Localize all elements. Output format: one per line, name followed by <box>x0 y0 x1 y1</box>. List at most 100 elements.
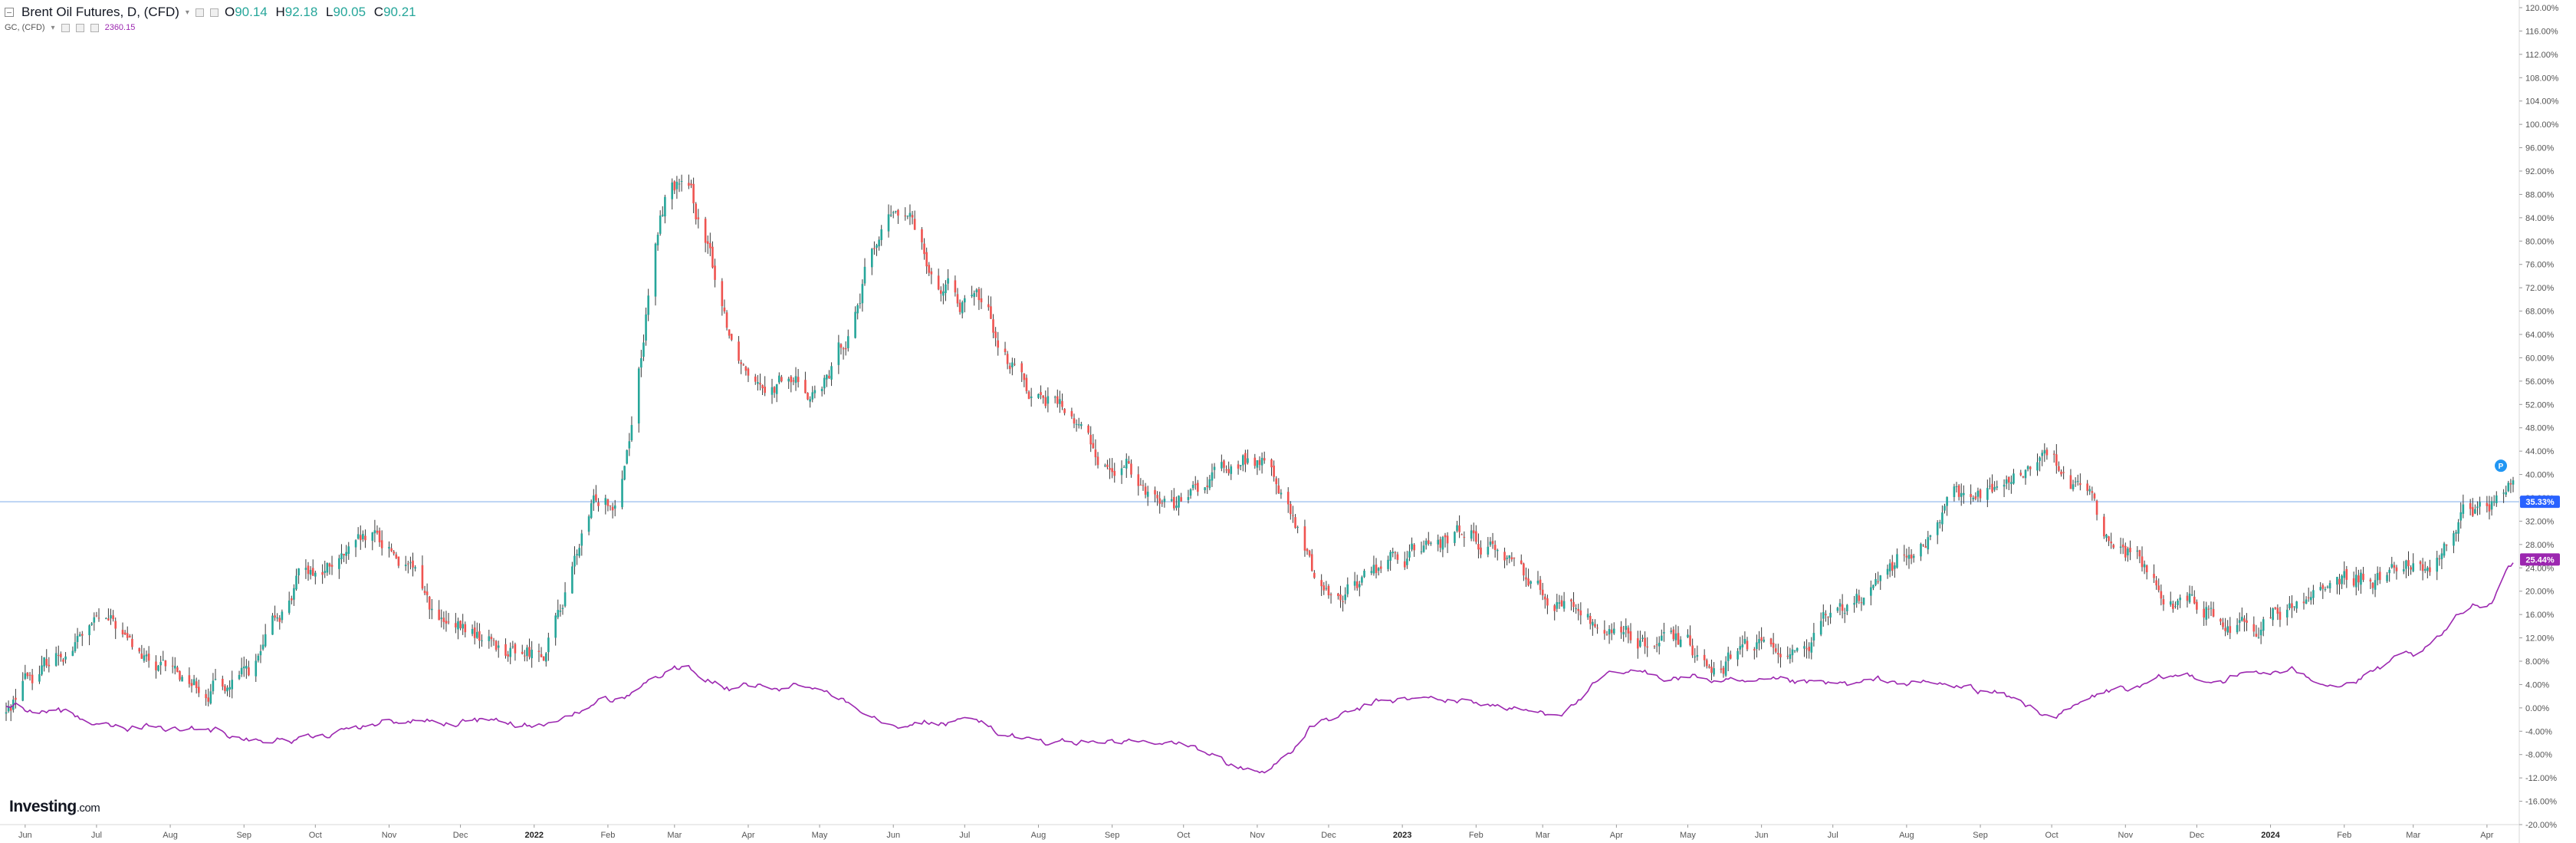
candle-body <box>455 623 457 627</box>
candle-body <box>1862 598 1865 605</box>
close-icon[interactable] <box>90 23 99 32</box>
candle-body <box>1710 667 1713 673</box>
candle-body <box>958 302 961 312</box>
x-tick-label: Oct <box>1177 831 1190 840</box>
candle-body <box>1838 603 1842 607</box>
candle-body <box>2495 495 2498 503</box>
candle-body <box>376 530 379 533</box>
candle-body <box>2471 507 2474 516</box>
x-tick-label: Jun <box>1755 831 1769 840</box>
candle-body <box>1727 652 1730 661</box>
candle-body <box>956 294 959 304</box>
x-tick-label: Aug <box>1031 831 1046 840</box>
candle-body <box>2443 543 2446 556</box>
eye-icon[interactable] <box>75 23 84 32</box>
candle-body <box>1337 593 1339 597</box>
candle-body <box>1907 555 1911 559</box>
x-tick-label: Nov <box>1250 831 1265 840</box>
candle-body <box>897 209 899 216</box>
candle-body <box>74 642 77 651</box>
candle-body <box>212 680 215 692</box>
candle-body <box>1411 543 1413 550</box>
candle-body <box>2426 567 2429 571</box>
symbol-title[interactable]: Brent Oil Futures, D, (CFD) <box>21 5 179 19</box>
candle-body <box>307 565 310 575</box>
candle-body <box>1993 487 1996 490</box>
candle-body <box>880 229 883 240</box>
candle-body <box>1888 563 1891 571</box>
candle-body <box>1344 594 1346 601</box>
candle-body <box>164 660 167 667</box>
candle-body <box>1872 585 1875 588</box>
candle-body <box>1096 456 1099 466</box>
x-tick-label: Apr <box>2480 831 2493 840</box>
y-tick-label: 12.00% <box>2525 634 2555 644</box>
settings-icon[interactable] <box>195 8 204 17</box>
candle-body <box>28 674 31 676</box>
candle-body <box>1180 497 1182 502</box>
candle-body <box>129 636 131 637</box>
candle-body <box>2512 480 2515 485</box>
eye-icon[interactable] <box>209 8 219 17</box>
candle-body <box>76 636 79 642</box>
candle-body <box>1756 642 1758 650</box>
y-tick-label: 32.00% <box>2525 517 2555 526</box>
candle-body <box>2108 536 2110 542</box>
overlay-value: 2360.15 <box>104 23 136 32</box>
candle-body <box>1161 502 1164 504</box>
candle-body <box>1191 484 1194 489</box>
candle-body <box>1027 391 1030 400</box>
candle-body <box>728 329 731 336</box>
candle-body <box>1424 540 1428 545</box>
candle-body <box>2138 550 2141 557</box>
candle-body <box>2345 568 2348 580</box>
candle-body <box>671 182 673 199</box>
candle-body <box>1986 488 1989 500</box>
candle-body <box>356 534 360 539</box>
candle-body <box>1142 485 1145 486</box>
overlay-series-line <box>5 562 2514 774</box>
candle-body <box>395 554 398 558</box>
candle-body <box>528 647 531 657</box>
candle-body <box>1622 631 1625 635</box>
event-marker-icon[interactable]: P <box>2495 459 2507 473</box>
candle-body <box>1793 650 1796 651</box>
candle-body <box>1843 613 1846 614</box>
candle-body <box>131 638 133 647</box>
candle-body <box>2388 569 2390 574</box>
candle-body <box>1627 627 1630 634</box>
x-tick-label: Nov <box>2118 831 2134 840</box>
candle-body <box>859 303 862 305</box>
collapse-legend-icon[interactable] <box>5 8 14 17</box>
chevron-down-icon[interactable]: ▾ <box>51 23 55 32</box>
y-tick-label: 92.00% <box>2525 167 2555 176</box>
candle-body <box>295 575 297 590</box>
candle-body <box>1077 424 1080 426</box>
candle-body <box>1187 497 1190 500</box>
candle-body <box>1610 629 1613 634</box>
candle-body <box>110 614 112 619</box>
candle-body <box>721 281 724 307</box>
candle-body <box>2328 583 2331 589</box>
candle-body <box>704 219 707 243</box>
brand-suffix: .com <box>76 802 100 815</box>
candle-body <box>390 548 393 552</box>
candle-body <box>1244 453 1247 465</box>
chevron-down-icon[interactable]: ▾ <box>185 8 189 17</box>
candle-body <box>1841 604 1844 611</box>
candle-body <box>1111 468 1113 473</box>
overlay-title[interactable]: GC, (CFD) <box>5 23 45 32</box>
y-tick-label: 68.00% <box>2525 308 2555 317</box>
candle-body <box>1392 552 1395 554</box>
y-tick-label: 60.00% <box>2525 354 2555 363</box>
close-value: 90.21 <box>383 5 416 19</box>
event-marker-circle <box>2495 459 2507 473</box>
candle-body <box>1687 634 1689 637</box>
candle-body <box>293 588 295 600</box>
candle-body <box>1546 598 1549 606</box>
candle-body <box>980 298 983 303</box>
settings-icon[interactable] <box>61 23 70 32</box>
y-tick-label: 4.00% <box>2525 680 2549 690</box>
candle-body <box>878 239 880 247</box>
